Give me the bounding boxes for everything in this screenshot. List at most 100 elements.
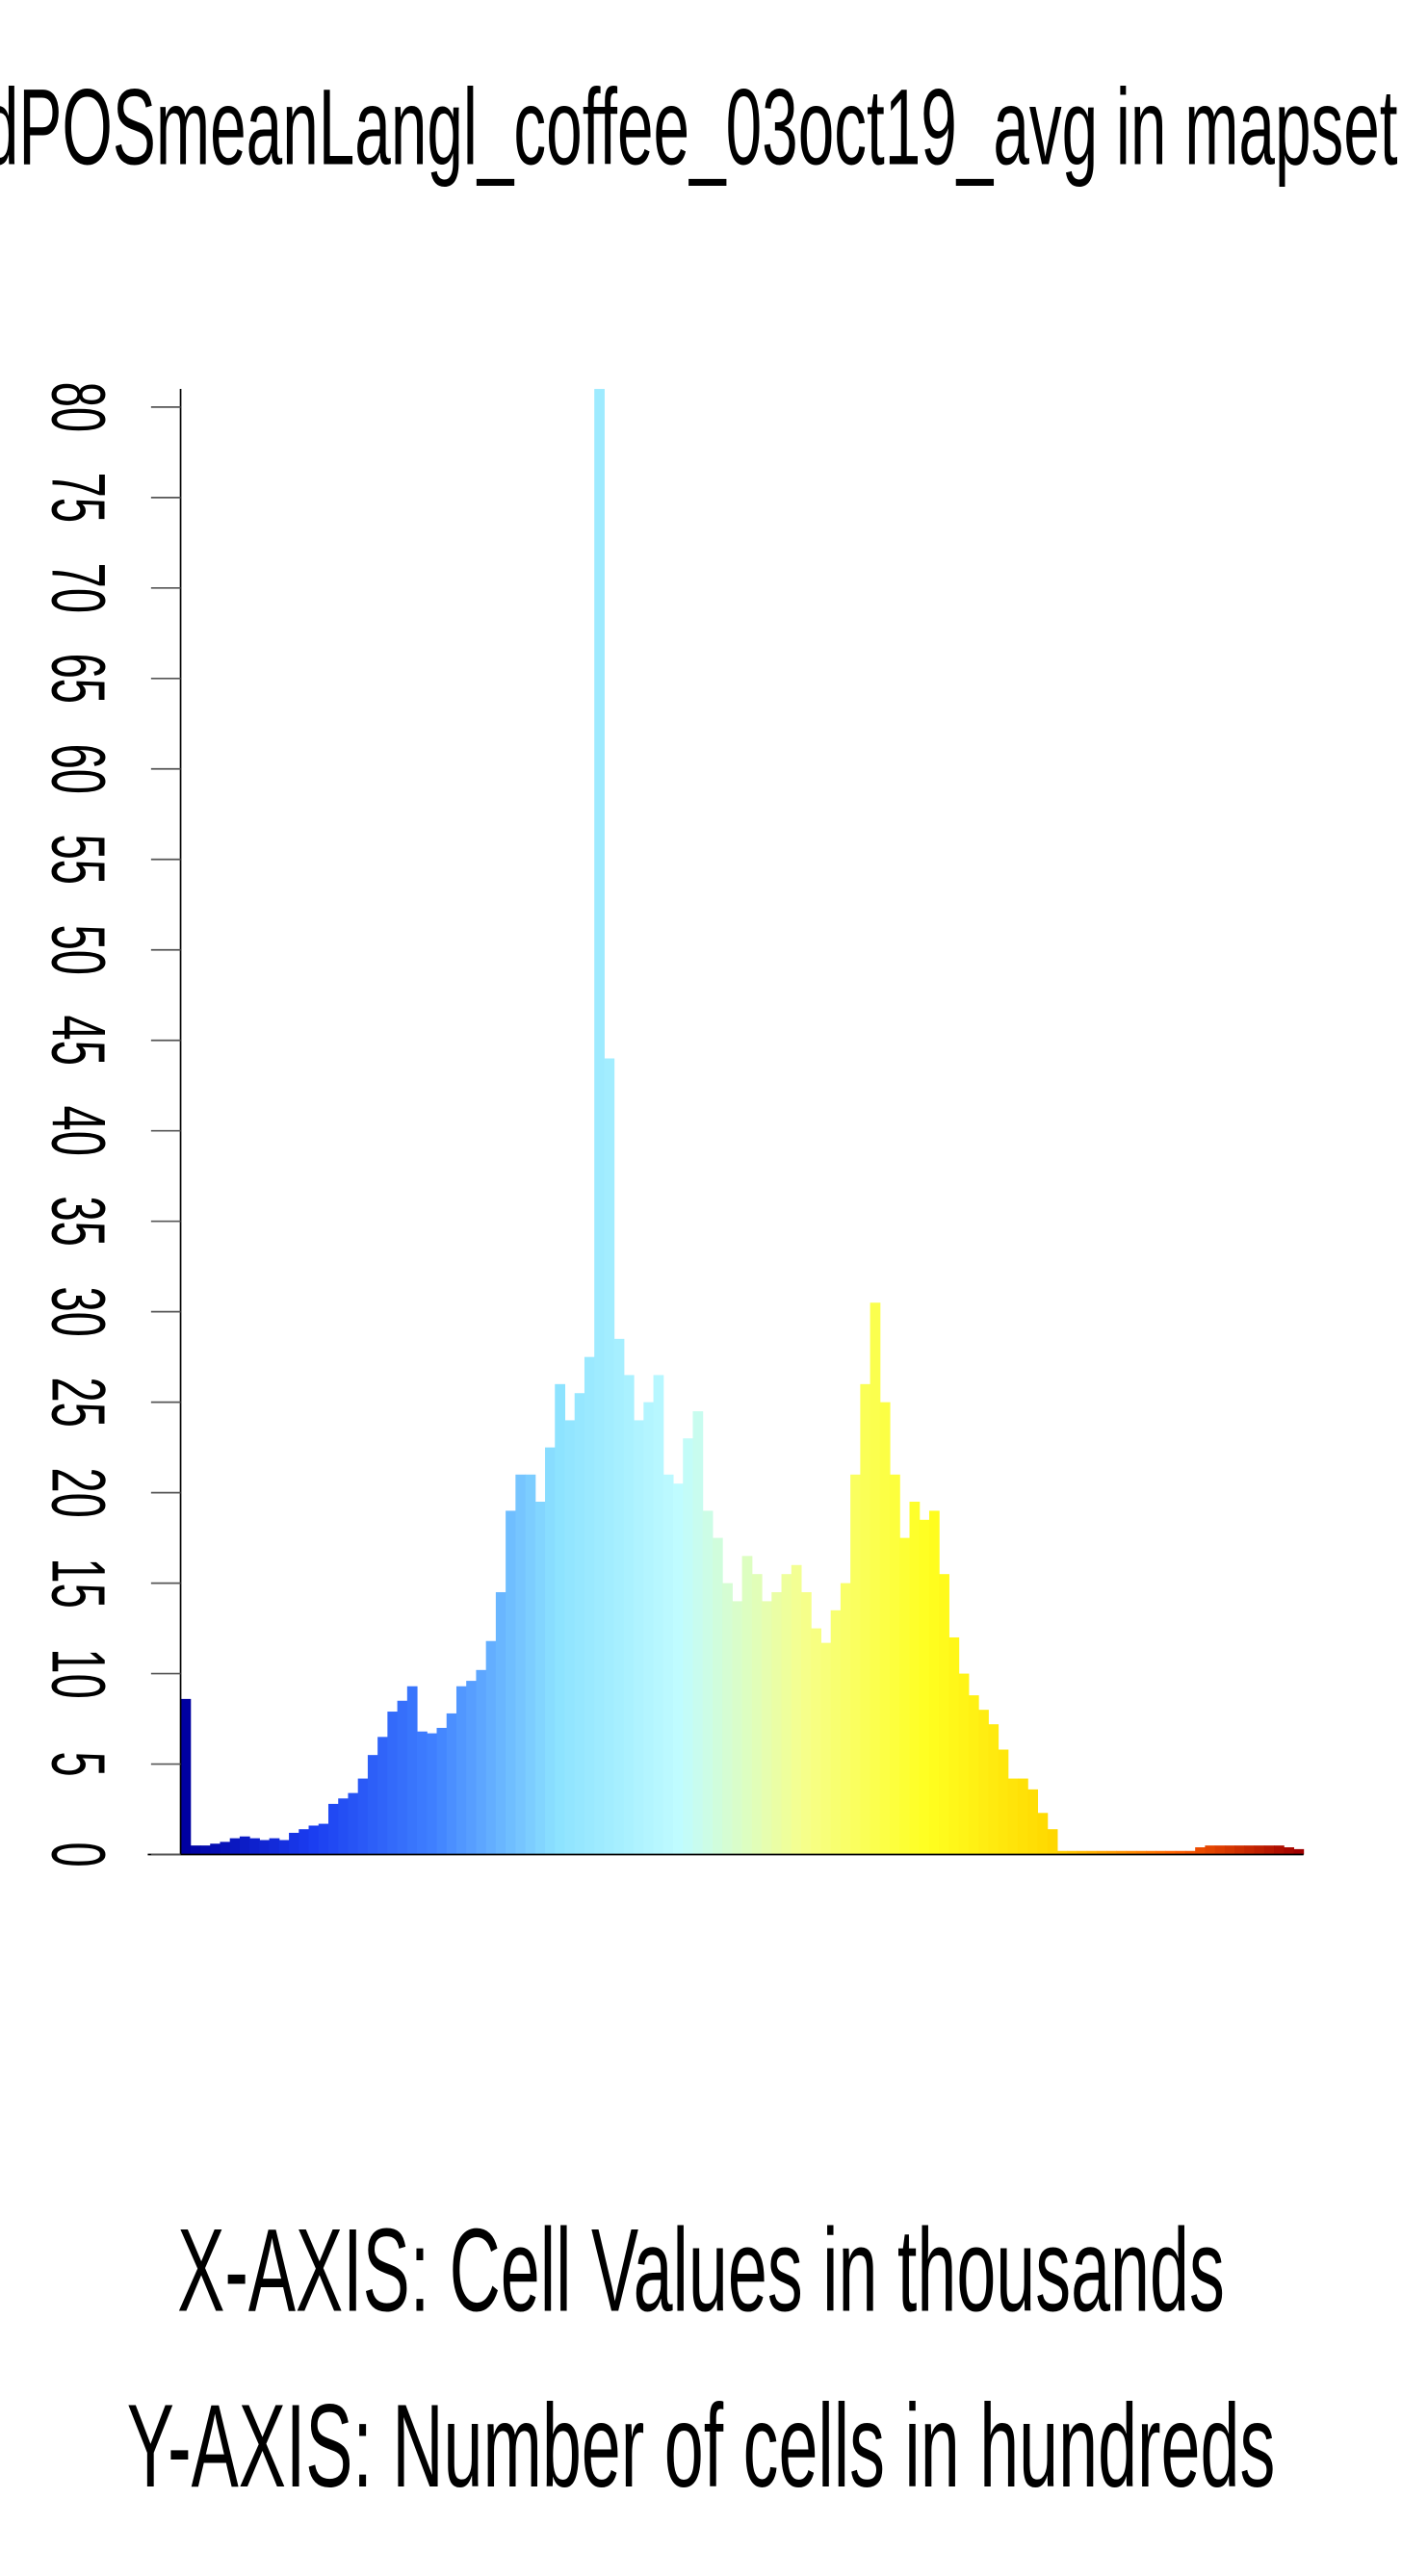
bar <box>939 1574 949 1855</box>
bar <box>397 1700 408 1855</box>
bar <box>495 1591 506 1855</box>
bar <box>1205 1845 1216 1855</box>
bar <box>781 1574 792 1855</box>
plot-area: 0 5 10 15 20 25 30 35 40 45 50 55 60 65 70 75 80 <box>37 382 1305 1868</box>
bar <box>1293 1848 1305 1855</box>
bar <box>1195 1847 1206 1855</box>
bar <box>427 1733 438 1855</box>
chart-title: MskdModPOSmeanLangl_coffee_03oct19_avg i… <box>0 66 1402 188</box>
bar <box>1056 1850 1068 1855</box>
bar <box>673 1483 684 1855</box>
bar <box>289 1832 299 1855</box>
bar <box>525 1474 536 1855</box>
bar <box>446 1713 457 1855</box>
bar <box>1184 1850 1196 1855</box>
y-tick-label: 40 <box>37 1106 122 1156</box>
bar <box>1234 1845 1245 1855</box>
y-tick-label: 75 <box>37 473 122 523</box>
bar <box>1116 1850 1128 1855</box>
bar <box>919 1519 930 1855</box>
bar <box>377 1737 388 1855</box>
bar <box>308 1825 320 1855</box>
bar <box>1067 1850 1077 1855</box>
bar <box>466 1681 477 1855</box>
bar <box>476 1669 487 1855</box>
bar <box>771 1591 783 1855</box>
bar <box>1284 1847 1294 1855</box>
y-tick-label: 60 <box>37 744 122 794</box>
bar <box>948 1636 960 1855</box>
bar <box>220 1842 231 1855</box>
y-tick-label: 70 <box>37 563 122 613</box>
bar <box>811 1628 821 1855</box>
bar <box>604 1058 615 1855</box>
bar <box>327 1803 339 1855</box>
bar <box>1027 1789 1039 1855</box>
bar <box>850 1474 861 1855</box>
bar <box>1244 1845 1256 1855</box>
bar <box>1155 1850 1166 1855</box>
bar <box>210 1843 221 1855</box>
bar <box>1106 1850 1117 1855</box>
bar <box>387 1712 399 1855</box>
bar <box>1254 1845 1265 1855</box>
bar <box>299 1829 310 1855</box>
bar <box>890 1474 900 1855</box>
bar <box>692 1411 704 1855</box>
bar <box>239 1836 250 1855</box>
bar <box>683 1438 693 1855</box>
bar <box>741 1556 753 1855</box>
bar <box>318 1823 329 1855</box>
bar <box>594 389 605 1855</box>
bar <box>455 1686 467 1855</box>
bar <box>800 1591 812 1855</box>
bar <box>1077 1850 1088 1855</box>
bar <box>879 1402 891 1855</box>
y-tick-label: 45 <box>37 1016 122 1066</box>
bar <box>870 1302 881 1855</box>
bar <box>751 1574 763 1855</box>
y-tick-label: 35 <box>37 1197 122 1247</box>
bar <box>348 1792 359 1855</box>
y-tick-label: 0 <box>37 1842 122 1867</box>
bar <box>534 1502 546 1855</box>
y-tick-label: 65 <box>37 654 122 704</box>
bar <box>357 1778 369 1855</box>
y-tick-label: 55 <box>37 835 122 885</box>
bar <box>1018 1778 1028 1855</box>
bar <box>662 1474 674 1855</box>
bar <box>1135 1850 1147 1855</box>
bar <box>485 1640 497 1855</box>
bar <box>1165 1850 1177 1855</box>
x-axis-label: X-AXIS: Cell Values in thousands <box>177 2204 1225 2336</box>
bar <box>180 1698 192 1855</box>
bar <box>1146 1850 1156 1855</box>
y-tick-label: 25 <box>37 1377 122 1427</box>
bar <box>229 1838 241 1855</box>
bar <box>1224 1845 1235 1855</box>
y-axis-label: Y-AXIS: Number of cells in hundreds <box>127 2381 1276 2512</box>
bar <box>988 1724 1000 1855</box>
y-tick-label: 20 <box>37 1467 122 1517</box>
bar <box>830 1610 842 1855</box>
bar <box>1037 1813 1049 1855</box>
bar <box>367 1755 378 1855</box>
bar <box>278 1840 290 1855</box>
bar <box>998 1749 1009 1855</box>
bar <box>1126 1850 1137 1855</box>
bar <box>1175 1850 1186 1855</box>
bar <box>712 1537 723 1855</box>
bar <box>732 1601 743 1855</box>
bar <box>1214 1845 1226 1855</box>
y-tick-label: 80 <box>37 382 122 432</box>
bar <box>1274 1845 1285 1855</box>
bar <box>653 1375 664 1855</box>
bar <box>968 1695 979 1855</box>
bar <box>702 1510 714 1855</box>
y-tick-label: 50 <box>37 925 122 975</box>
bar <box>338 1798 349 1855</box>
bar <box>643 1402 655 1855</box>
bar <box>574 1393 585 1855</box>
